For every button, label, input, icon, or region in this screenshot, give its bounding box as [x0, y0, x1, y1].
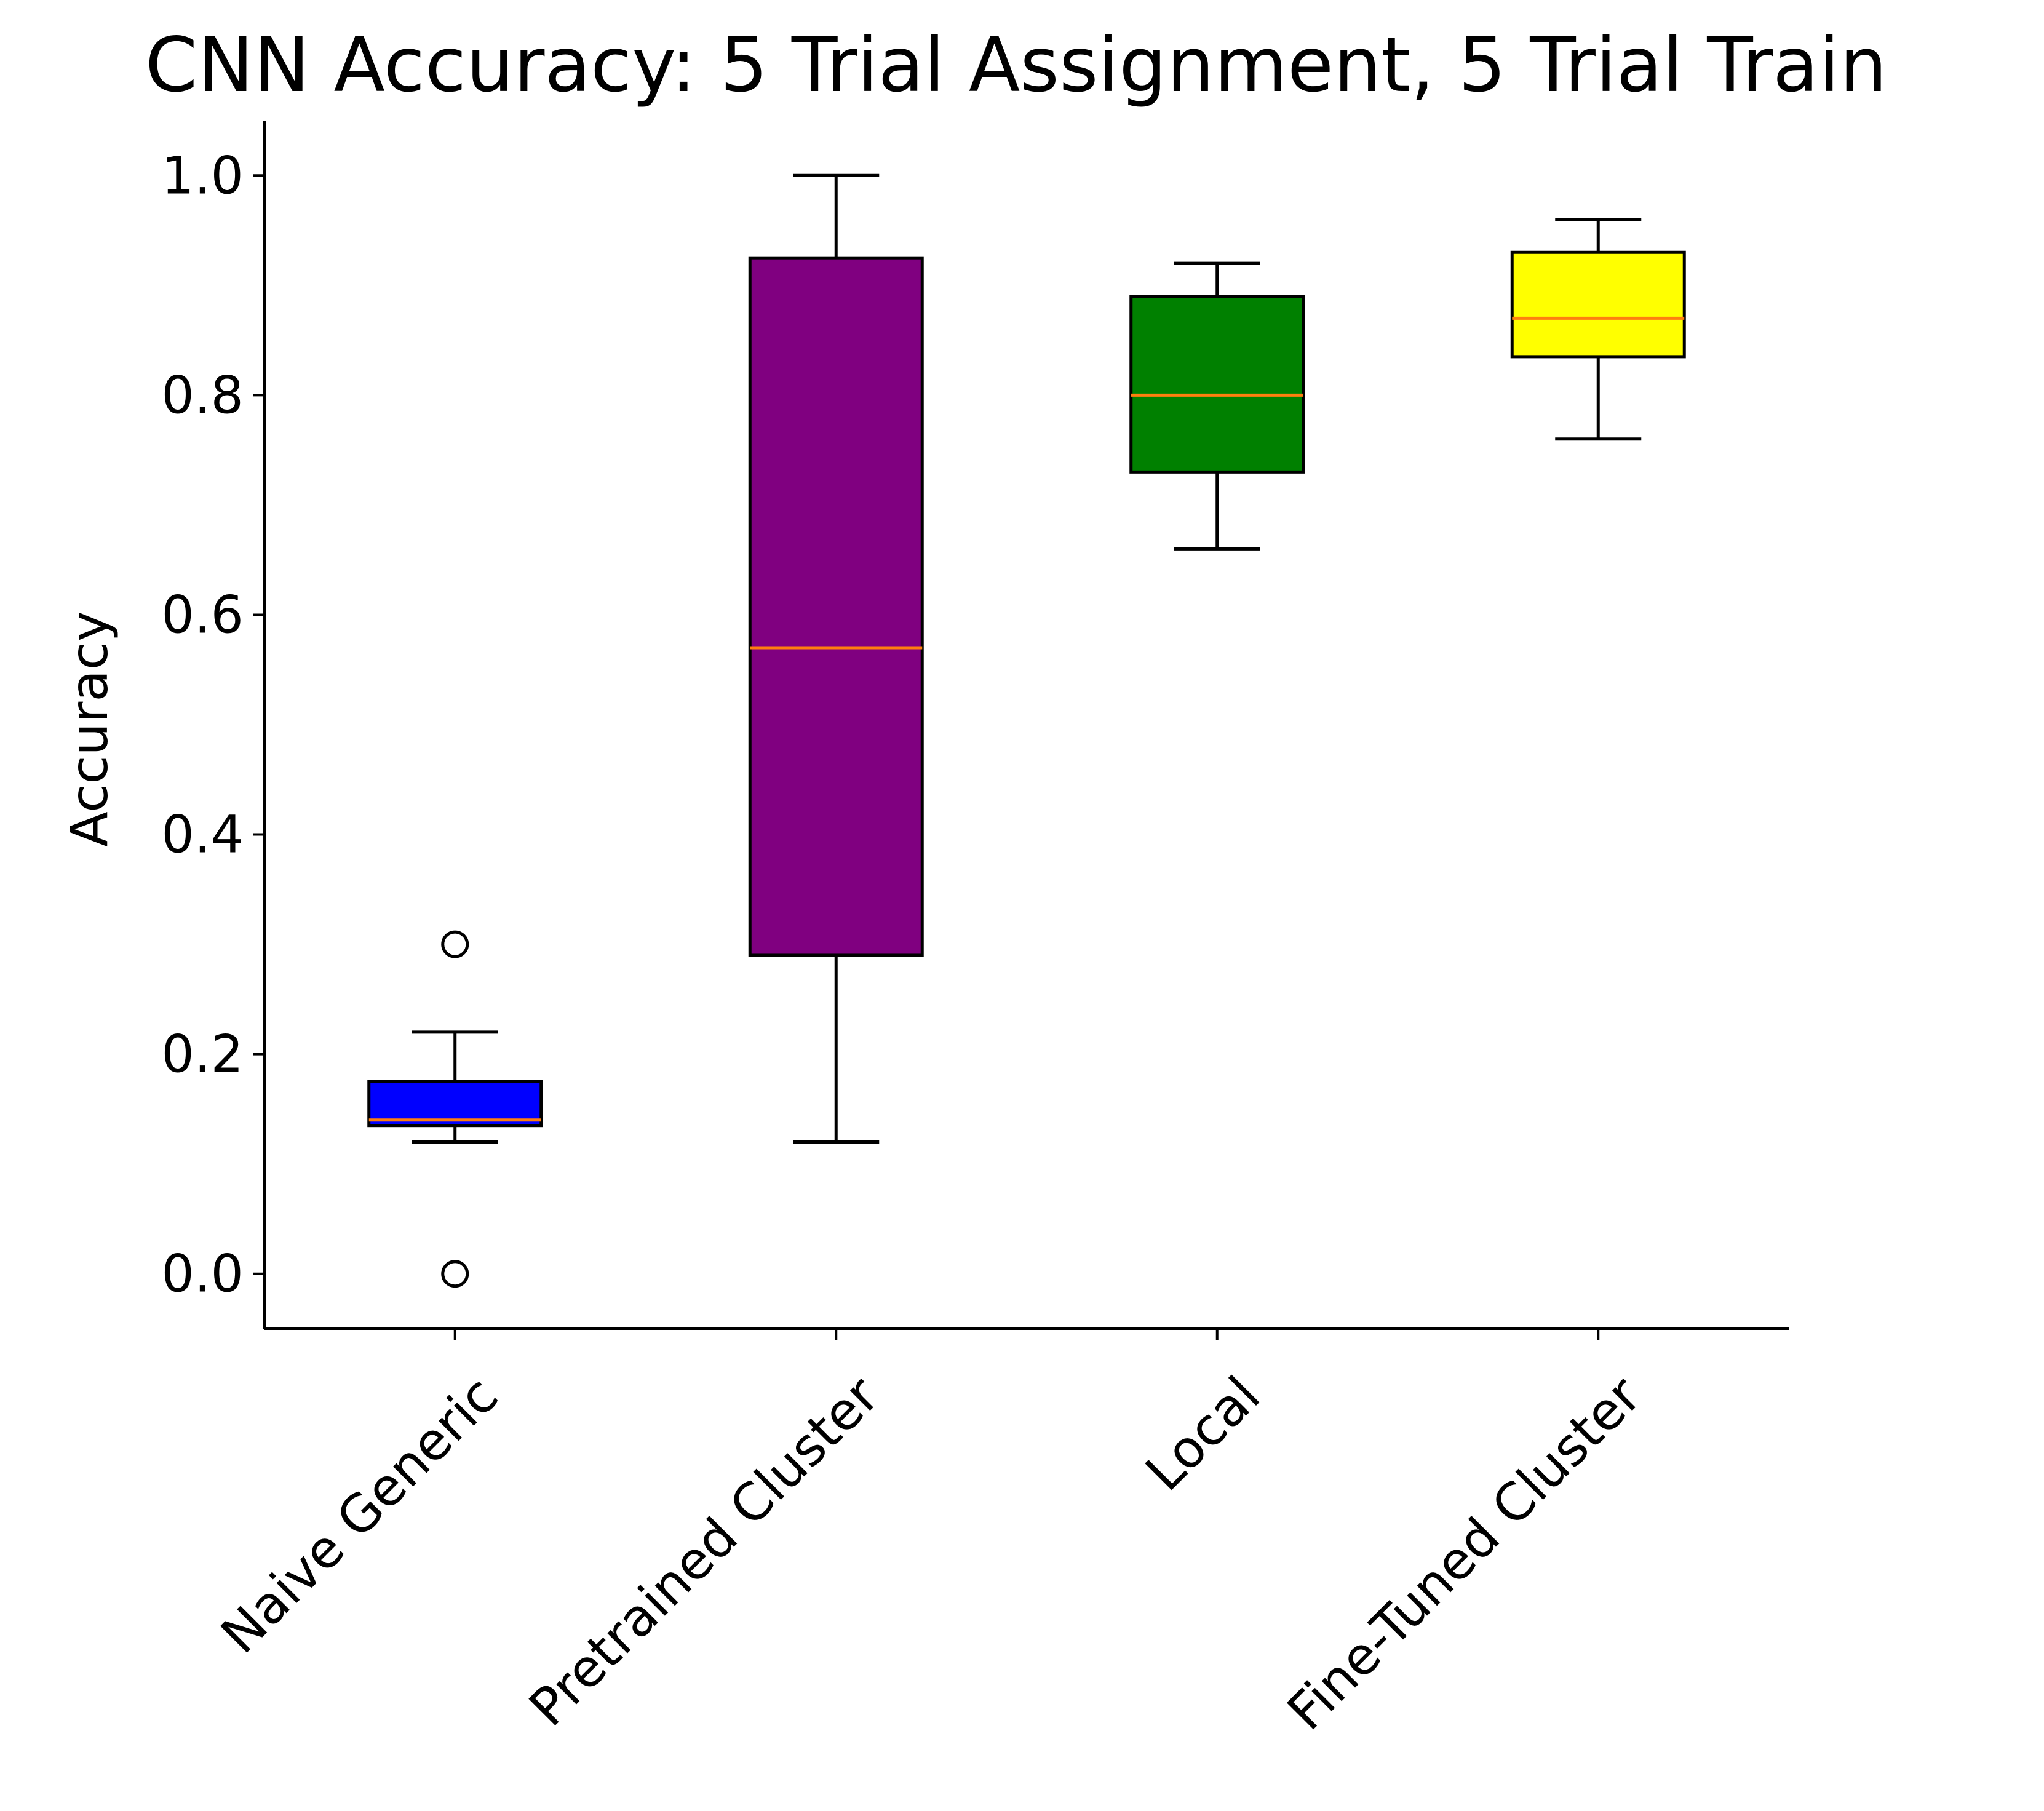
box-local [1129, 295, 1305, 474]
box-fine-tuned-cluster [1510, 250, 1686, 359]
chart-title: CNN Accuracy: 5 Trial Assignment, 5 Tria… [145, 22, 1887, 109]
x-tick-label: Naive Generic [209, 1365, 509, 1665]
plot-area: 0.0 0.2 0.4 0.6 0.8 1.0 Naive Generic Pretraine… [161, 121, 1789, 1741]
y-axis-label: Accuracy [59, 611, 119, 847]
outlier-naive-generic [441, 930, 469, 958]
y-tick-label: 1.0 [161, 145, 244, 205]
x-tick-label: Local [1134, 1365, 1271, 1502]
box-naive-generic [367, 1080, 543, 1128]
y-tick-label: 0.6 [161, 584, 244, 645]
box-pretrained-cluster [748, 256, 924, 957]
y-tick-label: 0.2 [161, 1024, 244, 1085]
y-tick-label: 0.4 [161, 805, 244, 865]
x-tick-label: Fine-Tuned Cluster [1276, 1365, 1653, 1742]
y-tick-label: 0.8 [161, 365, 244, 425]
outlier-naive-generic [441, 1260, 469, 1288]
x-tick-label: Pretrained Cluster [518, 1365, 891, 1738]
y-tick-label: 0.0 [161, 1244, 244, 1304]
